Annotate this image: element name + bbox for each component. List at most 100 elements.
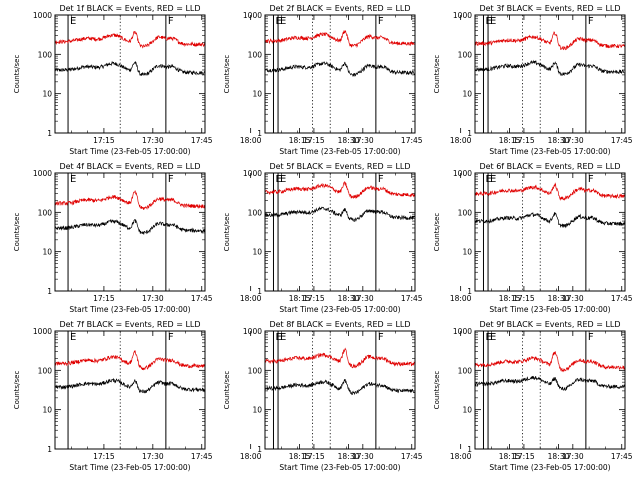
x-tick-label: 17:45 bbox=[611, 294, 633, 303]
plot-frame bbox=[264, 330, 416, 450]
x-tick-label: 17:15 bbox=[303, 136, 325, 145]
x-axis-label: Start Time (23-Feb-05 17:00:00) bbox=[279, 147, 400, 156]
lld-series-line bbox=[474, 31, 626, 51]
y-tick-label: 10 bbox=[42, 90, 52, 99]
marker-label: E bbox=[280, 16, 286, 27]
y-tick-label: 100 bbox=[38, 208, 53, 217]
lld-series-line bbox=[264, 30, 416, 48]
y-tick-label: 10 bbox=[42, 248, 52, 257]
marker-label: E bbox=[490, 174, 496, 185]
y-axis-label: Counts/sec bbox=[223, 371, 231, 410]
y-tick-label: 100 bbox=[458, 366, 473, 375]
y-tick-label: 1000 bbox=[453, 327, 472, 336]
x-axis-label: Start Time (23-Feb-05 17:00:00) bbox=[279, 305, 400, 314]
x-tick-label: 17:45 bbox=[401, 294, 423, 303]
x-tick-label: 17:45 bbox=[611, 452, 633, 461]
events-series-line bbox=[54, 60, 206, 76]
chart-panel-3: Det 3f BLACK = Events, RED = LLD Counts/s… bbox=[433, 4, 633, 156]
y-tick-label: 1000 bbox=[243, 11, 262, 20]
x-tick-label: 17:30 bbox=[142, 294, 164, 303]
y-tick-label: 10 bbox=[462, 406, 472, 415]
x-tick-label: 17:45 bbox=[401, 136, 423, 145]
events-series-line bbox=[264, 61, 415, 77]
chart-title: Det 2f BLACK = Events, RED = LLD bbox=[269, 4, 410, 13]
marker-label: E bbox=[70, 332, 76, 343]
chart-panel-4: Det 4f BLACK = Events, RED = LLD Counts/s… bbox=[13, 162, 360, 314]
y-tick-label: 1000 bbox=[243, 169, 262, 178]
x-tick-label: 17:15 bbox=[303, 294, 325, 303]
chart-title: Det 5f BLACK = Events, RED = LLD bbox=[269, 162, 410, 171]
y-tick-label: 1000 bbox=[33, 11, 52, 20]
y-tick-label: 10 bbox=[462, 248, 472, 257]
plot-frame bbox=[474, 172, 626, 292]
y-tick-label: 10 bbox=[252, 90, 262, 99]
x-tick-label: 17:30 bbox=[352, 294, 374, 303]
x-axis-label: Start Time (23-Feb-05 17:00:00) bbox=[489, 305, 610, 314]
x-tick-label: 18:00 bbox=[450, 452, 472, 461]
x-tick-label: 17:30 bbox=[142, 136, 164, 145]
x-axis-label: Start Time (23-Feb-05 17:00:00) bbox=[279, 463, 400, 472]
x-tick-label: 17:45 bbox=[191, 136, 213, 145]
y-axis-label: Counts/sec bbox=[433, 213, 441, 252]
chart-title: Det 1f BLACK = Events, RED = LLD bbox=[59, 4, 200, 13]
x-tick-label: 17:15 bbox=[93, 452, 115, 461]
marker-label: E bbox=[280, 174, 286, 185]
events-series-line bbox=[474, 59, 626, 77]
x-axis-label: Start Time (23-Feb-05 17:00:00) bbox=[489, 147, 610, 156]
lld-series-line bbox=[54, 190, 206, 210]
y-axis-label: Counts/sec bbox=[13, 213, 21, 252]
y-tick-label: 1 bbox=[257, 287, 262, 296]
marker-label: E bbox=[485, 174, 491, 185]
marker-label: E bbox=[485, 332, 491, 343]
y-tick-label: 1000 bbox=[453, 169, 472, 178]
events-series-line bbox=[54, 377, 206, 394]
y-tick-label: 100 bbox=[458, 208, 473, 217]
y-tick-label: 10 bbox=[252, 248, 262, 257]
x-tick-label: 18:15 bbox=[289, 136, 311, 145]
marker-label: F bbox=[588, 174, 594, 185]
chart-title: Det 7f BLACK = Events, RED = LLD bbox=[59, 320, 200, 329]
y-tick-label: 100 bbox=[38, 50, 53, 59]
y-tick-label: 1000 bbox=[33, 169, 52, 178]
y-tick-label: 100 bbox=[248, 208, 263, 217]
chart-title: Det 8f BLACK = Events, RED = LLD bbox=[269, 320, 410, 329]
x-tick-label: 18:30 bbox=[338, 294, 360, 303]
x-tick-label: 17:15 bbox=[513, 136, 535, 145]
y-tick-label: 1000 bbox=[453, 11, 472, 20]
y-tick-label: 1000 bbox=[33, 327, 52, 336]
x-tick-label: 18:00 bbox=[240, 136, 262, 145]
y-tick-label: 10 bbox=[252, 406, 262, 415]
lld-series-line bbox=[264, 180, 416, 200]
chart-panel-8: Det 8f BLACK = Events, RED = LLD Counts/s… bbox=[223, 320, 570, 472]
marker-label: F bbox=[378, 174, 384, 185]
x-tick-label: 17:30 bbox=[562, 452, 584, 461]
x-tick-label: 18:30 bbox=[548, 452, 570, 461]
x-axis-label: Start Time (23-Feb-05 17:00:00) bbox=[69, 463, 190, 472]
marker-label: E bbox=[275, 16, 281, 27]
events-series-line bbox=[54, 218, 206, 235]
events-series-line bbox=[474, 375, 626, 391]
x-tick-label: 18:00 bbox=[450, 136, 472, 145]
marker-label: E bbox=[70, 16, 76, 27]
chart-panel-5: Det 5f BLACK = Events, RED = LLD Counts/s… bbox=[223, 162, 570, 314]
chart-panel-1: Det 1f BLACK = Events, RED = LLD Counts/s… bbox=[13, 4, 360, 156]
y-tick-label: 100 bbox=[38, 366, 53, 375]
plot-frame bbox=[474, 330, 626, 450]
plot-frame bbox=[264, 14, 416, 134]
lld-series-line bbox=[474, 351, 625, 373]
y-axis-label: Counts/sec bbox=[13, 371, 21, 410]
chart-title: Det 4f BLACK = Events, RED = LLD bbox=[59, 162, 200, 171]
events-series-line bbox=[264, 379, 416, 396]
marker-label: F bbox=[378, 332, 384, 343]
y-tick-label: 1 bbox=[47, 129, 52, 138]
x-axis-label: Start Time (23-Feb-05 17:00:00) bbox=[489, 463, 610, 472]
plot-frame bbox=[474, 14, 626, 134]
x-tick-label: 18:15 bbox=[289, 294, 311, 303]
x-tick-label: 17:30 bbox=[562, 294, 584, 303]
marker-label: E bbox=[485, 16, 491, 27]
lld-series-line bbox=[54, 349, 206, 371]
x-tick-label: 18:00 bbox=[450, 294, 472, 303]
marker-label: F bbox=[168, 16, 174, 27]
